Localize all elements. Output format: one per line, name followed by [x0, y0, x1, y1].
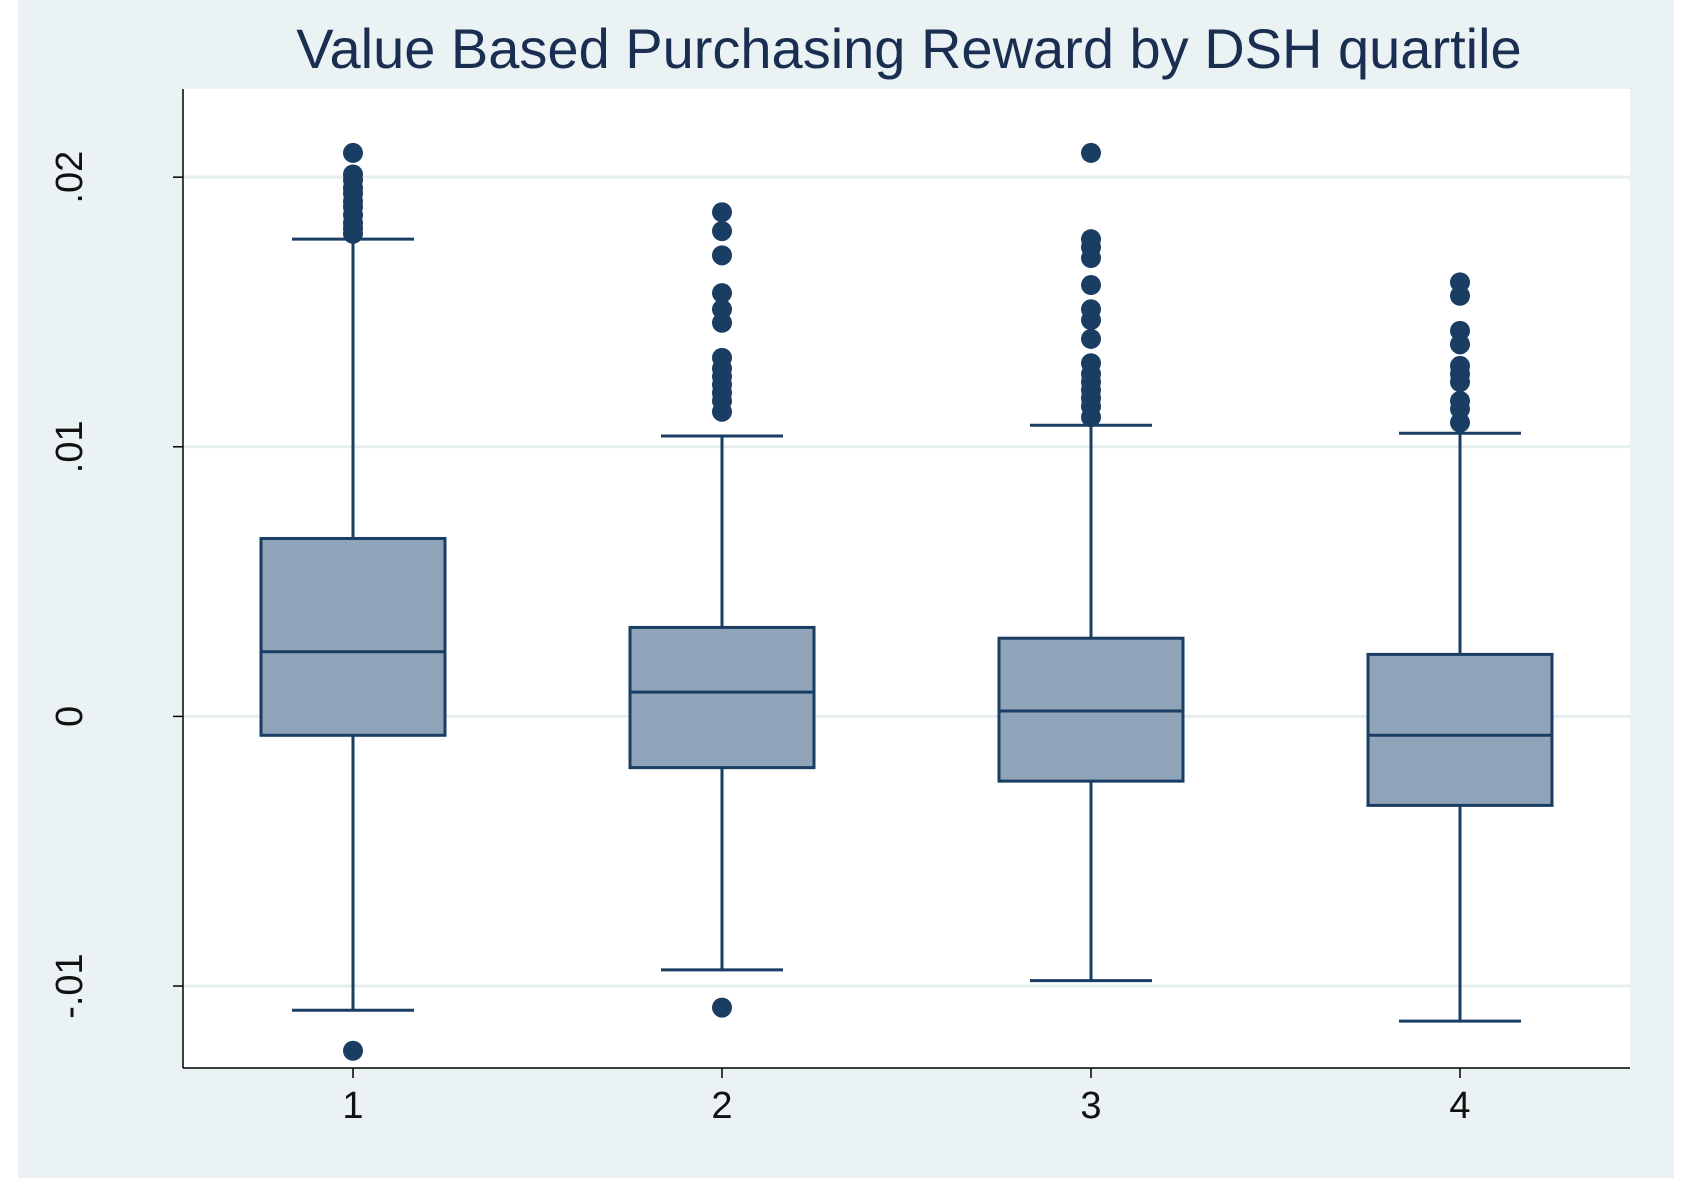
- x-tick-label: 2: [711, 1085, 732, 1127]
- chart-frame: Value Based Purchasing Reward by DSH qua…: [18, 0, 1674, 1178]
- outlier-point: [343, 224, 363, 244]
- outlier-point: [712, 402, 732, 422]
- box-plot-chart: Value Based Purchasing Reward by DSH qua…: [18, 0, 1674, 1178]
- x-tick-label: 1: [342, 1085, 363, 1127]
- outlier-point: [712, 221, 732, 241]
- plot-area: -.01 0 .01 .02 1 2 3 4: [49, 89, 1630, 1127]
- y-tick-label: .01: [49, 420, 91, 473]
- outlier-point: [712, 998, 732, 1018]
- outlier-point: [1081, 329, 1101, 349]
- outlier-point: [1450, 334, 1470, 354]
- box-iqr: [630, 627, 814, 767]
- chart-title: Value Based Purchasing Reward by DSH qua…: [296, 17, 1521, 80]
- outlier-point: [1081, 310, 1101, 330]
- outlier-point: [1081, 248, 1101, 268]
- y-tick-label: .02: [49, 151, 91, 204]
- outlier-point: [712, 202, 732, 222]
- y-tick-label: 0: [49, 706, 91, 727]
- outlier-point: [343, 143, 363, 163]
- x-tick-label: 3: [1080, 1085, 1101, 1127]
- box-iqr: [1368, 654, 1552, 805]
- outlier-point: [712, 313, 732, 333]
- outlier-point: [1450, 372, 1470, 392]
- outlier-point: [343, 1041, 363, 1061]
- x-tick-label: 4: [1449, 1085, 1470, 1127]
- outlier-point: [1450, 286, 1470, 306]
- outlier-point: [1081, 407, 1101, 427]
- y-tick-label: -.01: [49, 953, 91, 1018]
- outlier-point: [1081, 143, 1101, 163]
- outlier-point: [712, 245, 732, 265]
- outlier-point: [1081, 275, 1101, 295]
- outlier-point: [1450, 413, 1470, 433]
- box-iqr: [261, 538, 445, 735]
